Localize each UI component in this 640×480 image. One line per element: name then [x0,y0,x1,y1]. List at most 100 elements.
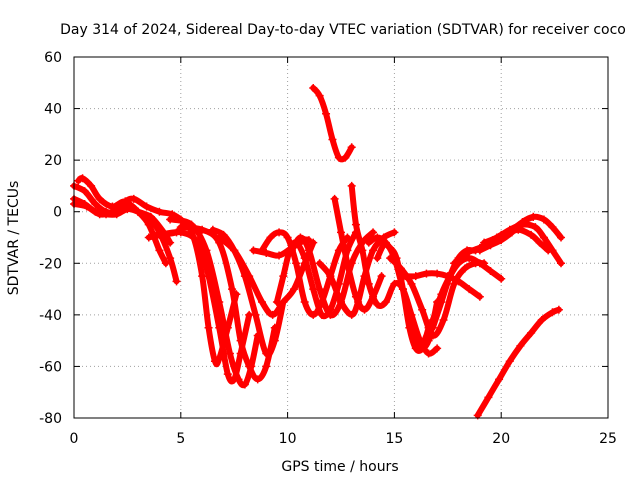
data-point [257,297,266,306]
data-point [484,393,493,402]
x-tick-label: 0 [70,431,79,447]
data-point [134,207,143,216]
data-point [95,194,104,203]
data-point [275,251,284,260]
data-point [204,323,213,332]
data-point [87,181,96,190]
data-point [486,267,495,276]
data-point [82,202,91,211]
data-point [337,228,345,237]
data-point [341,153,350,162]
data-point [228,285,237,294]
data-point [249,246,258,255]
data-point [230,246,239,255]
data-point [155,246,164,255]
data-point [433,269,442,278]
data-point [215,297,224,306]
data-point [74,176,83,185]
data-point [283,233,292,242]
series-track-4 [71,195,184,223]
data-point [155,207,164,216]
y-tick-label: -60 [39,359,62,375]
data-point [505,225,514,234]
data-point [146,212,155,221]
data-point [275,228,284,237]
data-point [91,199,100,208]
data-point [208,225,217,234]
x-tick-label: 20 [492,431,510,447]
data-point [240,380,249,389]
data-point [369,228,378,237]
data-point [463,248,472,257]
data-point [557,259,566,268]
data-point [123,205,132,214]
data-point [495,375,504,384]
data-point [386,254,395,263]
data-point [492,233,501,242]
data-point [529,212,538,221]
x-tick-label: 10 [279,431,297,447]
data-point [155,230,164,239]
data-point [257,246,266,255]
x-tick-label: 5 [176,431,185,447]
data-point [300,254,309,263]
data-point [262,349,271,358]
data-point [465,254,474,263]
data-point [418,344,427,353]
data-point [539,215,548,224]
data-point [166,254,175,263]
data-point [351,220,360,229]
y-tick-label: 40 [44,102,62,118]
series-track-28 [474,306,562,419]
data-point [548,246,557,255]
data-point [322,109,331,118]
data-point [287,246,296,255]
data-point [268,310,277,319]
data-point [279,272,288,281]
data-point [198,225,207,234]
data-point [364,279,373,288]
data-point [215,233,224,242]
data-point [270,336,279,345]
data-point [358,246,367,255]
data-point [475,292,484,301]
data-point [437,297,446,306]
data-point [78,174,87,183]
data-point [161,259,170,268]
data-point [373,233,382,242]
data-point [516,341,525,350]
x-tick-label: 25 [599,431,617,447]
data-point [300,297,309,306]
data-point [129,194,138,203]
data-point [364,238,373,247]
data-point [262,362,271,371]
data-point [531,223,540,232]
data-point [337,297,345,306]
data-point [166,238,175,247]
data-point [475,246,484,255]
y-tick-label: 0 [53,205,62,221]
data-point [548,308,557,317]
data-point [347,181,356,190]
data-point [121,197,130,206]
data-point [296,233,305,242]
data-point [373,254,382,263]
data-point [527,230,536,239]
data-point [144,233,153,242]
data-series [70,83,566,420]
data-point [527,328,536,337]
data-point [405,323,414,332]
data-point [266,233,275,242]
data-point [202,246,211,255]
y-axis-label: SDTVAR / TECUs [6,181,22,296]
data-point [210,357,219,366]
data-point [262,248,271,257]
y-tick-label: 20 [44,153,62,169]
y-tick-label: -80 [39,411,62,427]
data-point [422,269,431,278]
data-point [554,305,563,314]
data-point [95,210,104,219]
data-point [108,207,117,216]
data-point [407,279,416,288]
